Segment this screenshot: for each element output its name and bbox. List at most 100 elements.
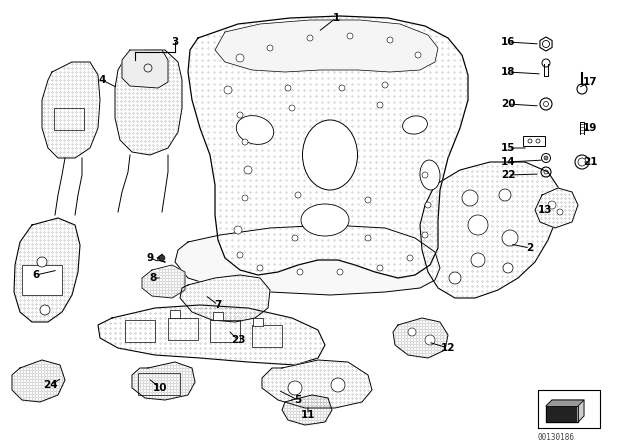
Circle shape [422, 172, 428, 178]
Circle shape [471, 253, 485, 267]
Ellipse shape [301, 204, 349, 236]
Polygon shape [393, 318, 448, 358]
Text: 8: 8 [149, 273, 157, 283]
Text: 1: 1 [332, 13, 340, 23]
FancyBboxPatch shape [253, 318, 263, 326]
Polygon shape [180, 275, 270, 322]
Text: 24: 24 [43, 380, 58, 390]
Circle shape [377, 102, 383, 108]
Circle shape [237, 252, 243, 258]
Polygon shape [535, 188, 578, 228]
Circle shape [468, 215, 488, 235]
Circle shape [234, 226, 242, 234]
Text: 18: 18 [500, 67, 515, 77]
Text: 17: 17 [582, 77, 597, 87]
Circle shape [408, 328, 416, 336]
Polygon shape [215, 20, 438, 72]
Text: 6: 6 [33, 270, 40, 280]
Polygon shape [98, 305, 325, 365]
Text: 16: 16 [500, 37, 515, 47]
Circle shape [499, 189, 511, 201]
FancyBboxPatch shape [213, 312, 223, 320]
Circle shape [365, 197, 371, 203]
Text: 4: 4 [99, 75, 106, 85]
Circle shape [425, 202, 431, 208]
Circle shape [257, 265, 263, 271]
Circle shape [307, 35, 313, 41]
Circle shape [503, 263, 513, 273]
Circle shape [288, 381, 302, 395]
Circle shape [267, 45, 273, 51]
Text: 9: 9 [147, 253, 154, 263]
Circle shape [285, 85, 291, 91]
Text: 5: 5 [294, 395, 301, 405]
Text: 14: 14 [500, 157, 515, 167]
Polygon shape [12, 360, 65, 402]
Text: 7: 7 [214, 300, 221, 310]
FancyBboxPatch shape [170, 310, 180, 318]
Circle shape [415, 52, 421, 58]
Circle shape [224, 86, 232, 94]
Circle shape [37, 257, 47, 267]
Ellipse shape [303, 120, 358, 190]
Text: 15: 15 [500, 143, 515, 153]
Text: 22: 22 [500, 170, 515, 180]
Circle shape [543, 102, 548, 107]
Polygon shape [420, 162, 560, 298]
Circle shape [377, 265, 383, 271]
Polygon shape [142, 265, 185, 298]
Polygon shape [115, 50, 182, 155]
Polygon shape [42, 62, 100, 158]
Circle shape [422, 232, 428, 238]
Text: 3: 3 [172, 37, 179, 47]
Circle shape [544, 156, 548, 160]
Ellipse shape [403, 116, 428, 134]
Circle shape [244, 166, 252, 174]
Text: 11: 11 [301, 410, 316, 420]
Circle shape [242, 195, 248, 201]
Text: 21: 21 [583, 157, 597, 167]
Circle shape [159, 255, 165, 261]
Circle shape [462, 190, 478, 206]
Circle shape [339, 85, 345, 91]
Polygon shape [262, 360, 372, 408]
FancyBboxPatch shape [22, 265, 62, 295]
Polygon shape [546, 406, 578, 422]
Polygon shape [188, 16, 468, 278]
Ellipse shape [236, 116, 274, 144]
Polygon shape [175, 225, 440, 295]
Polygon shape [546, 400, 584, 406]
Circle shape [289, 105, 295, 111]
Circle shape [295, 192, 301, 198]
Text: 2: 2 [526, 243, 534, 253]
Circle shape [502, 230, 518, 246]
Circle shape [425, 335, 435, 345]
Ellipse shape [420, 160, 440, 190]
Circle shape [548, 201, 556, 209]
Circle shape [387, 37, 393, 43]
Text: 00130186: 00130186 [538, 433, 575, 442]
Text: 23: 23 [231, 335, 245, 345]
Circle shape [337, 269, 343, 275]
Polygon shape [578, 400, 584, 422]
Circle shape [292, 235, 298, 241]
Circle shape [557, 209, 563, 215]
Circle shape [382, 82, 388, 88]
Polygon shape [282, 395, 332, 425]
Polygon shape [122, 50, 168, 88]
Circle shape [543, 40, 550, 47]
Text: 12: 12 [441, 343, 455, 353]
Circle shape [347, 33, 353, 39]
Text: 19: 19 [583, 123, 597, 133]
Polygon shape [14, 218, 80, 322]
Circle shape [242, 139, 248, 145]
Text: 13: 13 [538, 205, 552, 215]
Circle shape [297, 269, 303, 275]
Circle shape [237, 112, 243, 118]
Text: 10: 10 [153, 383, 167, 393]
Circle shape [236, 54, 244, 62]
Circle shape [365, 235, 371, 241]
Circle shape [331, 378, 345, 392]
Text: 20: 20 [500, 99, 515, 109]
Circle shape [449, 272, 461, 284]
